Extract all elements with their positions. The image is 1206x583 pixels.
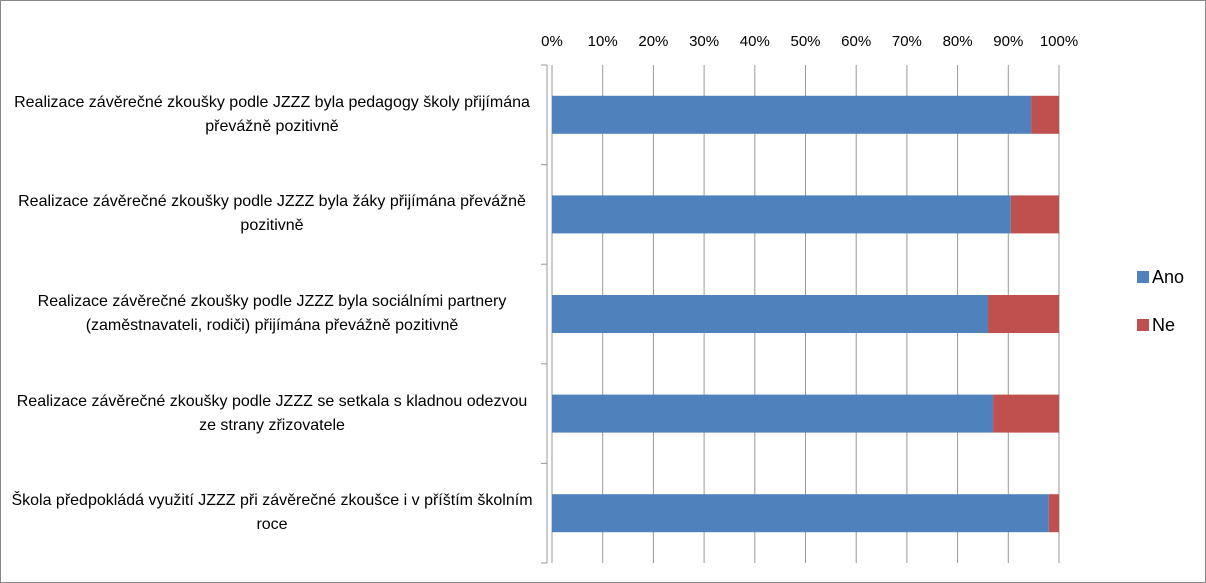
bar-segment bbox=[993, 394, 1059, 433]
category-label: Realizace závěrečné zkoušky podle JZZZ s… bbox=[16, 392, 528, 434]
x-tick-label: 80% bbox=[943, 33, 973, 50]
legend-label: Ne bbox=[1152, 315, 1175, 335]
x-tick-label: 100% bbox=[1040, 33, 1078, 50]
bar-segment bbox=[552, 494, 1049, 533]
x-tick-label: 60% bbox=[841, 33, 871, 50]
bar-segment bbox=[1010, 195, 1059, 234]
x-tick-label: 0% bbox=[541, 33, 563, 50]
bar-segment bbox=[552, 95, 1032, 134]
bar-segment bbox=[552, 394, 994, 433]
category-label: Realizace závěrečné zkoušky podle JZZZ b… bbox=[18, 193, 526, 235]
category-label: Realizace závěrečné zkoušky podle JZZZ b… bbox=[14, 93, 530, 135]
x-tick-label: 20% bbox=[638, 33, 668, 50]
bar-segment bbox=[1031, 95, 1059, 134]
x-tick-label: 30% bbox=[689, 33, 719, 50]
bar-segment bbox=[552, 295, 989, 333]
bar-segment bbox=[1048, 494, 1059, 533]
category-label: Realizace závěrečné zkoušky podle JZZZ b… bbox=[37, 293, 507, 334]
x-tick-label: 90% bbox=[993, 33, 1023, 50]
x-tick-label: 50% bbox=[790, 33, 820, 50]
legend-label: Ano bbox=[1152, 267, 1184, 287]
x-tick-label: 10% bbox=[588, 33, 618, 50]
category-label: Škola předpokládá využití JZZZ při závěr… bbox=[11, 492, 533, 534]
bar-segment bbox=[552, 195, 1011, 234]
bar-segment bbox=[988, 295, 1059, 333]
legend-swatch bbox=[1137, 319, 1149, 331]
x-tick-label: 70% bbox=[892, 33, 922, 50]
x-tick-label: 40% bbox=[740, 33, 770, 50]
legend-swatch bbox=[1137, 271, 1149, 283]
